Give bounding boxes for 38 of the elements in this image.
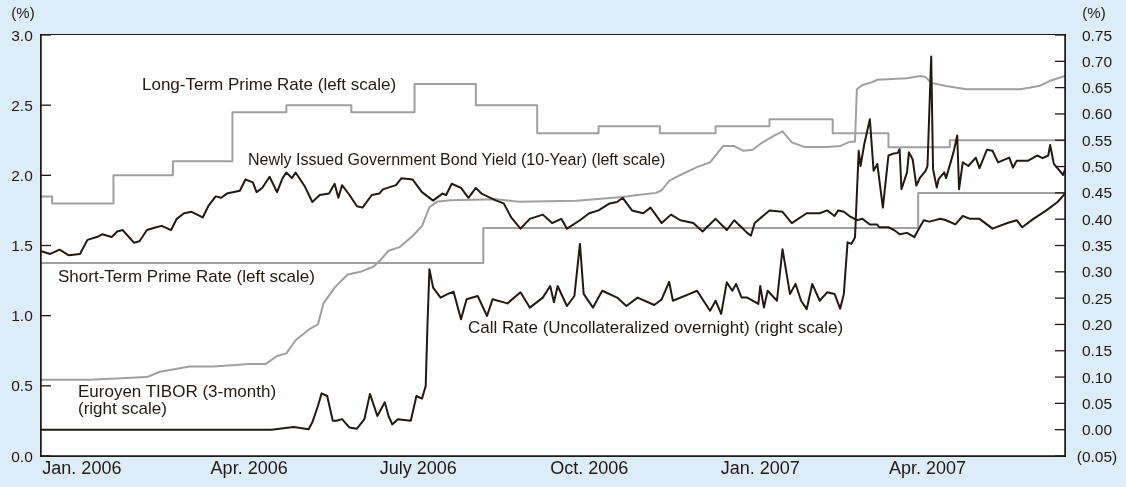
series-label: Newly Issued Government Bond Yield (10-Year) (left scale): [248, 151, 666, 168]
series-label: Short-Term Prime Rate (left scale): [58, 267, 315, 286]
y2-tick-label: 0.20: [1081, 315, 1113, 333]
y-tick-label: 3.0: [11, 26, 34, 44]
line-series: [41, 75, 1065, 381]
y2-tick-label: 0.05: [1081, 394, 1113, 412]
y2-tick-label: 0.25: [1081, 289, 1113, 307]
y2-tick-label: 0.40: [1081, 210, 1113, 228]
y-tick-label: 0.5: [11, 377, 33, 395]
y-axis-title: (%): [11, 4, 35, 21]
y2-tick-label: 0.65: [1081, 79, 1113, 97]
x-tick-label: Jan. 2006: [42, 458, 122, 478]
y2-tick-label: 0.55: [1081, 131, 1113, 149]
y-tick-label: 1.0: [11, 307, 34, 325]
x-tick-label: Oct. 2006: [550, 458, 629, 478]
y2-tick-label: 0.50: [1081, 158, 1113, 176]
y2-axis-title: (%): [1082, 4, 1106, 21]
y-tick-label: 2.0: [11, 166, 34, 184]
y2-tick-label: 0.10: [1081, 368, 1113, 386]
y2-tick-label: 0.75: [1081, 26, 1113, 44]
y2-tick-label: (0.05): [1076, 447, 1118, 465]
y2-tick-label: 0.35: [1081, 237, 1113, 254]
x-tick-label: July 2006: [379, 458, 457, 478]
x-tick-label: Apr. 2007: [888, 458, 967, 478]
y2-tick-label: 0.30: [1081, 263, 1113, 281]
x-tick-label: Apr. 2006: [210, 458, 288, 478]
y2-tick-label: 0.00: [1081, 421, 1113, 439]
y2-tick-label: 0.60: [1081, 105, 1113, 123]
series-label: Euroyen TIBOR (3-month) (right scale): [78, 381, 277, 418]
series-label: Long-Term Prime Rate (left scale): [142, 75, 397, 94]
y-tick-label: 2.5: [11, 96, 33, 114]
y2-tick-label: 0.45: [1081, 184, 1113, 202]
y2-tick-label: 0.70: [1081, 52, 1113, 70]
y-tick-label: 1.5: [11, 237, 33, 254]
y-tick-label: 0.0: [11, 447, 34, 465]
x-tick-label: Jan. 2007: [720, 458, 800, 478]
series-label: Call Rate (Uncollateralized overnight) (right scale): [468, 318, 844, 337]
y2-tick-label: 0.15: [1081, 342, 1113, 360]
